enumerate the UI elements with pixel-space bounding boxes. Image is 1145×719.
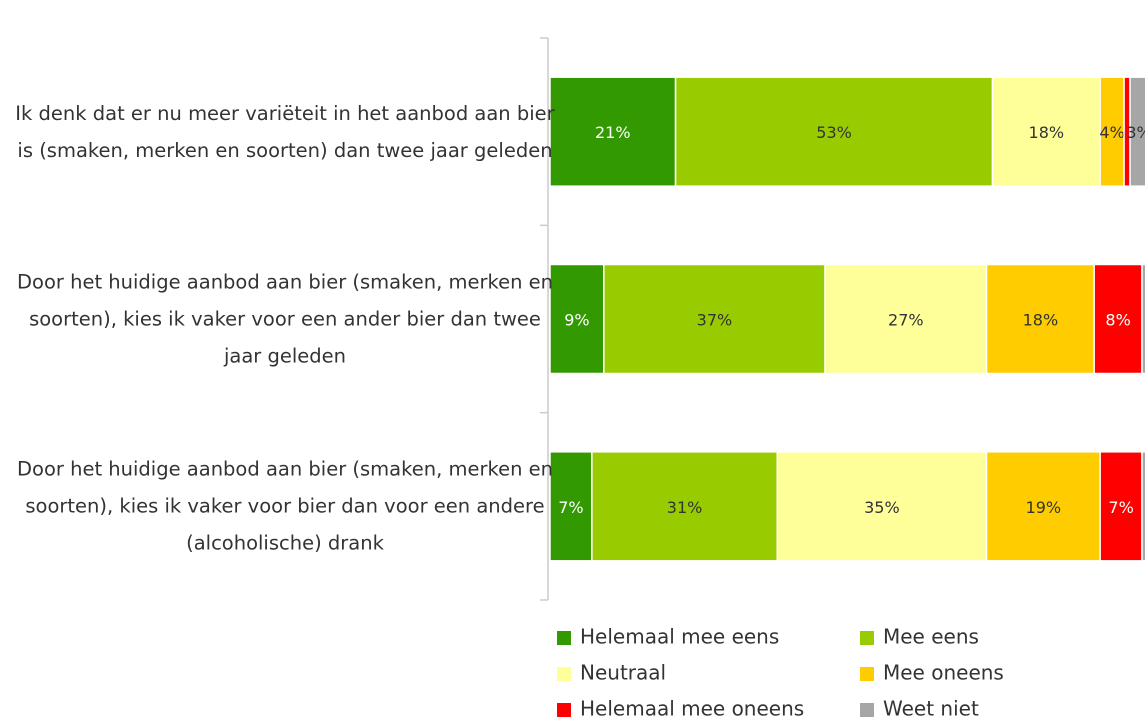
data-label: 7% [1108, 498, 1133, 517]
bar-segment [1141, 263, 1145, 375]
legend-swatch [557, 703, 571, 717]
legend-label: Weet niet [883, 697, 979, 719]
data-label: 27% [888, 311, 924, 330]
bar-segment [1129, 76, 1145, 187]
data-label: 9% [564, 311, 589, 330]
legend-swatch [860, 667, 874, 681]
category-label: Door het huidige aanbod aan bier (smaken… [17, 270, 553, 368]
bar-segment [776, 451, 988, 562]
data-label: 37% [697, 311, 733, 330]
legend-label: Mee eens [883, 625, 979, 649]
bar-segment [549, 451, 593, 562]
data-label: 7% [558, 498, 583, 517]
bar-segment [985, 451, 1101, 562]
legend-label: Helemaal mee oneens [580, 697, 804, 719]
bar-segment [591, 451, 778, 562]
legend-swatch [860, 631, 874, 645]
bar-segment [549, 263, 605, 375]
data-label: 18% [1023, 311, 1059, 330]
bar-segment [603, 263, 826, 375]
data-label: 21% [595, 123, 631, 142]
data-label: 18% [1029, 123, 1065, 142]
bar-segment [824, 263, 988, 375]
bar-segment [1141, 451, 1145, 562]
data-label: 4% [1099, 123, 1124, 142]
data-label: 3% [1126, 123, 1145, 142]
data-label: 19% [1026, 498, 1062, 517]
data-label: 31% [667, 498, 703, 517]
category-label: Ik denk dat er nu meer variëteit in het … [15, 101, 555, 162]
bar-segment [985, 263, 1095, 375]
legend-swatch [557, 631, 571, 645]
data-label: 35% [864, 498, 900, 517]
bar-segment [549, 76, 677, 187]
legend-swatch [557, 667, 571, 681]
legend-label: Mee oneens [883, 661, 1004, 685]
bar-segment [991, 76, 1101, 187]
legend-label: Neutraal [580, 661, 666, 685]
bar-segment [1093, 263, 1143, 375]
data-label: 8% [1105, 311, 1130, 330]
category-label: Door het huidige aanbod aan bier (smaken… [17, 457, 553, 555]
legend-label: Helemaal mee eens [580, 625, 779, 649]
data-label: 53% [816, 123, 852, 142]
legend-swatch [860, 703, 874, 717]
bar-segment [674, 76, 994, 187]
